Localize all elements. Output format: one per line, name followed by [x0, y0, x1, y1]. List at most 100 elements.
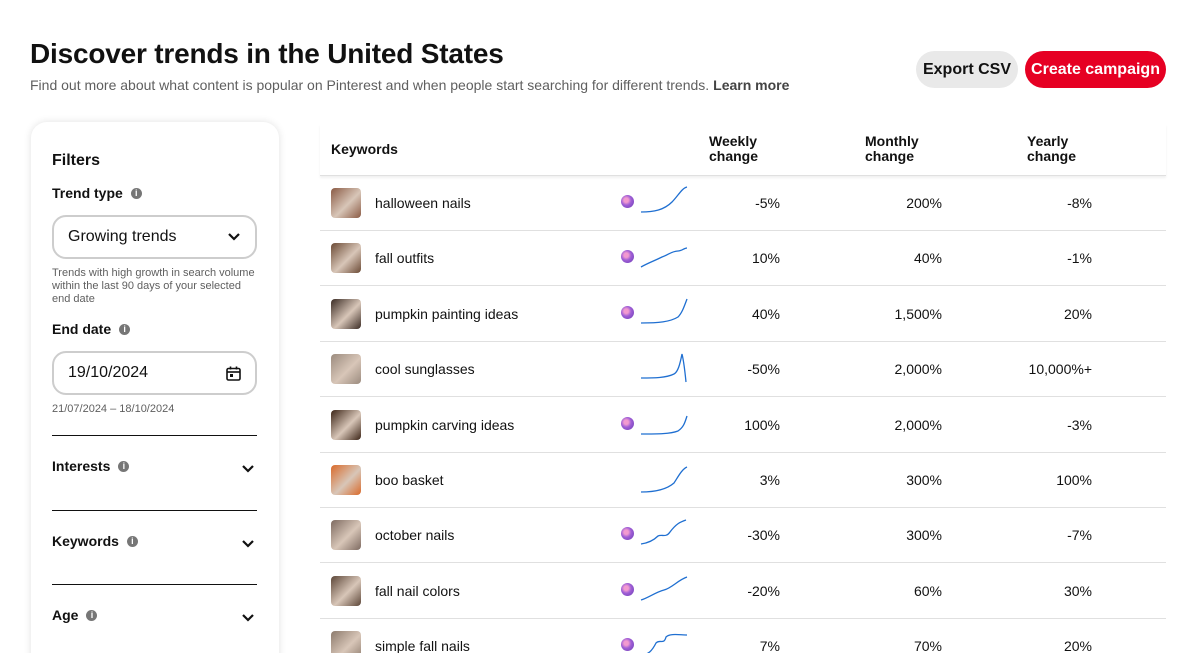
table-row[interactable]: cool sunglasses -50% 2,000% 10,000%+ [320, 342, 1166, 398]
table-row[interactable]: october nails -30% 300% -7% [320, 508, 1166, 564]
trend-type-select[interactable]: Growing trends [52, 215, 257, 259]
interests-filter[interactable]: Interests i [52, 458, 130, 474]
keyword-name[interactable]: pumpkin painting ideas [375, 305, 519, 322]
table-row[interactable]: boo basket 3% 300% 100% [320, 453, 1166, 508]
divider [52, 435, 257, 436]
table-row[interactable]: simple fall nails 7% 70% 20% [320, 619, 1166, 653]
calendar-icon[interactable] [226, 366, 241, 381]
end-date-value: 19/10/2024 [68, 364, 149, 381]
sparkline-path [640, 519, 687, 546]
sparkline-chart [640, 186, 688, 213]
chevron-down-icon[interactable] [241, 539, 255, 549]
keyword-thumbnail[interactable] [331, 243, 361, 274]
table-row[interactable]: halloween nails -5% 200% -8% [320, 176, 1166, 231]
sparkline-chart [640, 354, 687, 383]
keywords-filter[interactable]: Keywords i [52, 533, 138, 549]
chevron-down-icon[interactable] [241, 613, 255, 623]
yearly-change-value: -8% [1067, 195, 1092, 211]
weekly-change-value: -20% [747, 582, 780, 599]
keyword-name[interactable]: pumpkin carving ideas [375, 416, 515, 433]
monthly-change-value: 2,000% [894, 361, 942, 378]
yearly-change-value: 30% [1063, 582, 1092, 599]
keyword-name[interactable]: boo basket [375, 472, 444, 488]
monthly-change-value: 300% [906, 527, 942, 544]
sparkline-chart [640, 466, 688, 493]
yearly-change-value: 100% [1056, 472, 1092, 488]
monthly-change-value: 2,000% [894, 416, 942, 433]
col-yearly-change[interactable]: Yearly change [1027, 134, 1076, 164]
info-icon[interactable]: i [130, 187, 142, 199]
divider [52, 584, 257, 585]
keyword-thumbnail[interactable] [331, 409, 361, 440]
col-monthly-line2: change [865, 148, 915, 164]
yearly-change-value: -1% [1067, 250, 1092, 267]
keywords-label: Keywords [52, 533, 119, 549]
weekly-change-value: 3% [759, 472, 780, 488]
weekly-change-value: 10% [751, 250, 780, 267]
col-weekly-line2: change [709, 148, 759, 164]
filters-panel: Filters Trend type i Growing trends Tren… [31, 122, 279, 653]
yearly-change-value: 20% [1063, 305, 1092, 322]
sparkline-chart [640, 298, 688, 324]
weekly-change-value: -30% [747, 527, 780, 544]
keyword-thumbnail[interactable] [331, 631, 361, 653]
sparkline-path [640, 576, 688, 601]
age-filter[interactable]: Age i [52, 607, 98, 623]
sparkline-path [640, 298, 688, 324]
keyword-name[interactable]: fall nail colors [375, 582, 460, 599]
keyword-thumbnail[interactable] [331, 520, 361, 551]
keyword-name[interactable]: fall outfits [375, 250, 435, 267]
col-weekly-line1: Weekly [709, 133, 757, 149]
keyword-name[interactable]: cool sunglasses [375, 361, 475, 378]
table-row[interactable]: fall nail colors -20% 60% 30% [320, 564, 1166, 619]
subtitle-text: Find out more about what content is popu… [30, 77, 710, 93]
weekly-change-value: 100% [744, 416, 780, 433]
info-icon[interactable]: i [126, 535, 138, 547]
age-label: Age [52, 607, 79, 623]
learn-more-link[interactable]: Learn more [713, 77, 790, 93]
export-csv-button[interactable]: Export CSV [916, 51, 1018, 88]
col-monthly-line1: Monthly [865, 133, 919, 149]
col-weekly-change[interactable]: Weekly change [709, 134, 758, 164]
interests-label: Interests [52, 458, 111, 474]
keyword-thumbnail[interactable] [331, 188, 361, 218]
monthly-change-value: 60% [913, 582, 942, 599]
chevron-down-icon[interactable] [241, 464, 255, 474]
table-header: Keywords Weekly change Monthly change Ye… [320, 124, 1166, 176]
end-date-label-row: End date i [52, 321, 131, 337]
trend-badge-icon [621, 250, 634, 264]
info-icon[interactable]: i [119, 323, 131, 335]
col-keywords: Keywords [331, 141, 398, 157]
end-date-label: End date [52, 321, 112, 337]
col-monthly-change[interactable]: Monthly change [865, 134, 919, 164]
keyword-name[interactable]: simple fall nails [375, 638, 470, 653]
keyword-thumbnail[interactable] [331, 298, 361, 329]
info-icon[interactable]: i [86, 609, 98, 621]
trend-badge-icon [621, 195, 634, 208]
yearly-change-value: 20% [1063, 638, 1092, 653]
keyword-name[interactable]: october nails [375, 527, 455, 544]
trend-type-label: Trend type [52, 185, 123, 201]
trend-type-label-row: Trend type i [52, 185, 142, 201]
table-row[interactable]: fall outfits 10% 40% -1% [320, 231, 1166, 287]
col-yearly-line1: Yearly [1027, 133, 1069, 149]
table-row[interactable]: pumpkin painting ideas 40% 1,500% 20% [320, 287, 1166, 342]
create-campaign-button[interactable]: Create campaign [1025, 51, 1166, 88]
sparkline-path [640, 354, 687, 383]
keyword-name[interactable]: halloween nails [375, 195, 471, 211]
keyword-thumbnail[interactable] [331, 465, 361, 495]
weekly-change-value: -50% [747, 361, 780, 378]
trend-type-value: Growing trends [68, 228, 177, 245]
chevron-down-icon [228, 233, 240, 241]
info-icon[interactable]: i [118, 460, 130, 472]
sparkline-path [640, 466, 688, 493]
trend-badge-icon [621, 527, 634, 541]
table-row[interactable]: pumpkin carving ideas 100% 2,000% -3% [320, 398, 1166, 453]
end-date-input[interactable]: 19/10/2024 [52, 351, 257, 395]
sparkline-chart [640, 576, 688, 601]
sparkline-path [640, 415, 688, 435]
keyword-thumbnail[interactable] [331, 575, 361, 606]
sparkline-path [640, 247, 688, 268]
keyword-thumbnail[interactable] [331, 354, 361, 385]
yearly-change-value: 10,000%+ [1028, 361, 1092, 378]
